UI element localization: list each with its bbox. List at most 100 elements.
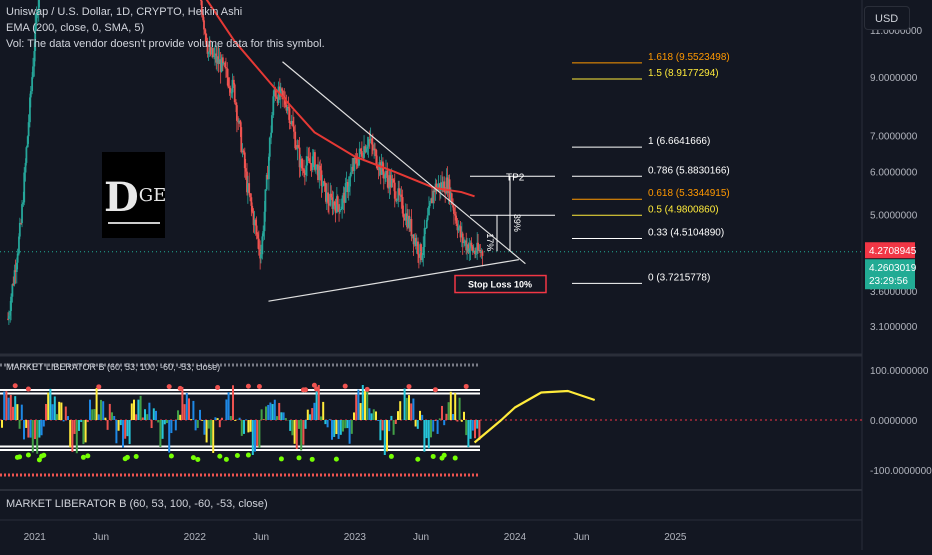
candle-body [321,185,324,187]
candle-body [391,178,394,180]
candle-body [240,127,243,153]
candle-body [392,179,395,183]
osc-dot [166,384,172,390]
candle-body [386,170,389,178]
currency-button[interactable]: USD [864,6,910,30]
candle-body [356,163,359,166]
candle-body [36,13,39,15]
x-tick-label: 2021 [24,532,47,543]
osc-dot [195,456,201,462]
fib-label: 0.33 (4.5104890) [648,227,724,238]
candle-body [213,55,215,58]
oscillator-bands [0,363,862,477]
y-tick-label: 3.6000000 [870,287,918,298]
candle-body [18,222,21,237]
ema-legend[interactable]: EMA (200, close, 0, SMA, 5) [6,22,145,34]
candle-body [262,231,265,237]
candle-body [205,33,208,45]
candle-body [366,146,369,149]
symbol-legend[interactable]: Uniswap / U.S. Dollar, 1D, CRYPTO, Heiki… [6,6,243,18]
candle-body [303,168,305,174]
fib-label: 0 (3.7215778) [648,272,710,283]
x-tick-label: 2024 [504,532,527,543]
osc-dot [36,457,42,463]
candle-body [292,120,294,127]
candle-body [271,115,273,133]
candle-body [314,152,316,170]
candle-body [424,227,427,229]
candle-body [360,148,362,152]
candle-body [11,284,14,297]
osc-tick-label: -100.0000000 [870,466,932,477]
logo-text: GEN [138,185,165,206]
fib-label: 1.618 (9.5523498) [648,52,730,63]
candle-body [301,168,304,170]
candle-body [203,20,205,30]
candle-body [375,150,378,166]
y-tick-label: 5.0000000 [870,210,918,221]
osc-dot [309,456,315,462]
candle-body [235,102,237,106]
candle-body [29,91,32,98]
candle-body [349,172,352,177]
candle-body [22,202,25,205]
candle-body [21,204,23,224]
osc-dot [296,455,302,461]
candle-body [294,131,297,149]
candle-body [202,14,205,21]
x-tick-label: 2022 [184,532,207,543]
candle-body [442,181,444,189]
candle-body [426,215,429,221]
candle-body [229,87,232,93]
osc-dot [85,453,91,459]
candle-body [225,67,227,69]
candle-body [200,0,203,15]
candle-body [209,47,212,55]
candle-body [349,176,351,187]
stop-loss-label: Stop Loss 10% [468,280,532,290]
candle-body [319,165,322,171]
candle-body [443,181,446,193]
y-tick-label: 11.0000000 [870,26,923,37]
y-tick-label: 7.0000000 [870,132,918,143]
osc-dot [441,452,447,458]
osc-dot [333,456,339,462]
candle-body [259,249,262,259]
candle-body [454,213,457,216]
pct-39-label: 39% [512,214,522,232]
candle-body [268,156,270,180]
candle-body [20,222,23,224]
indicator-legend-bottom[interactable]: MARKET LIBERATOR B (60, 53, 100, -60, -5… [6,498,268,510]
bar-countdown: 23:29:56 [869,276,908,287]
candle-body [452,204,454,208]
candle-body [402,213,405,218]
dgen-logo: DGEN [102,152,165,238]
indicator-legend-top[interactable]: MARKET LIBERATOR B (60, 53, 100, -60, -5… [6,362,221,372]
candle-body [18,236,20,254]
candle-body [477,242,479,251]
candle-body [9,310,12,316]
candle-body [289,123,292,125]
pct-17-label: 17% [485,233,495,251]
osc-dot [415,456,421,462]
fib-label: 0.618 (5.3344915) [648,188,730,199]
osc-dot [124,454,130,460]
candle-body [226,68,229,78]
candle-body [287,106,290,109]
x-tick-label: Jun [93,532,109,543]
candle-body [328,203,330,206]
osc-tick-label: 100.0000000 [870,366,929,377]
fib-label: 1.5 (8.9177294) [648,68,719,79]
candle-body [385,170,387,175]
candle-body [228,86,231,88]
osc-dot [234,452,240,458]
candle-body [12,284,15,286]
candles [7,0,484,325]
x-tick-label: Jun [573,532,589,543]
candle-body [367,139,370,147]
candle-body [268,137,271,157]
candle-body [470,242,473,247]
candle-body [251,205,254,212]
